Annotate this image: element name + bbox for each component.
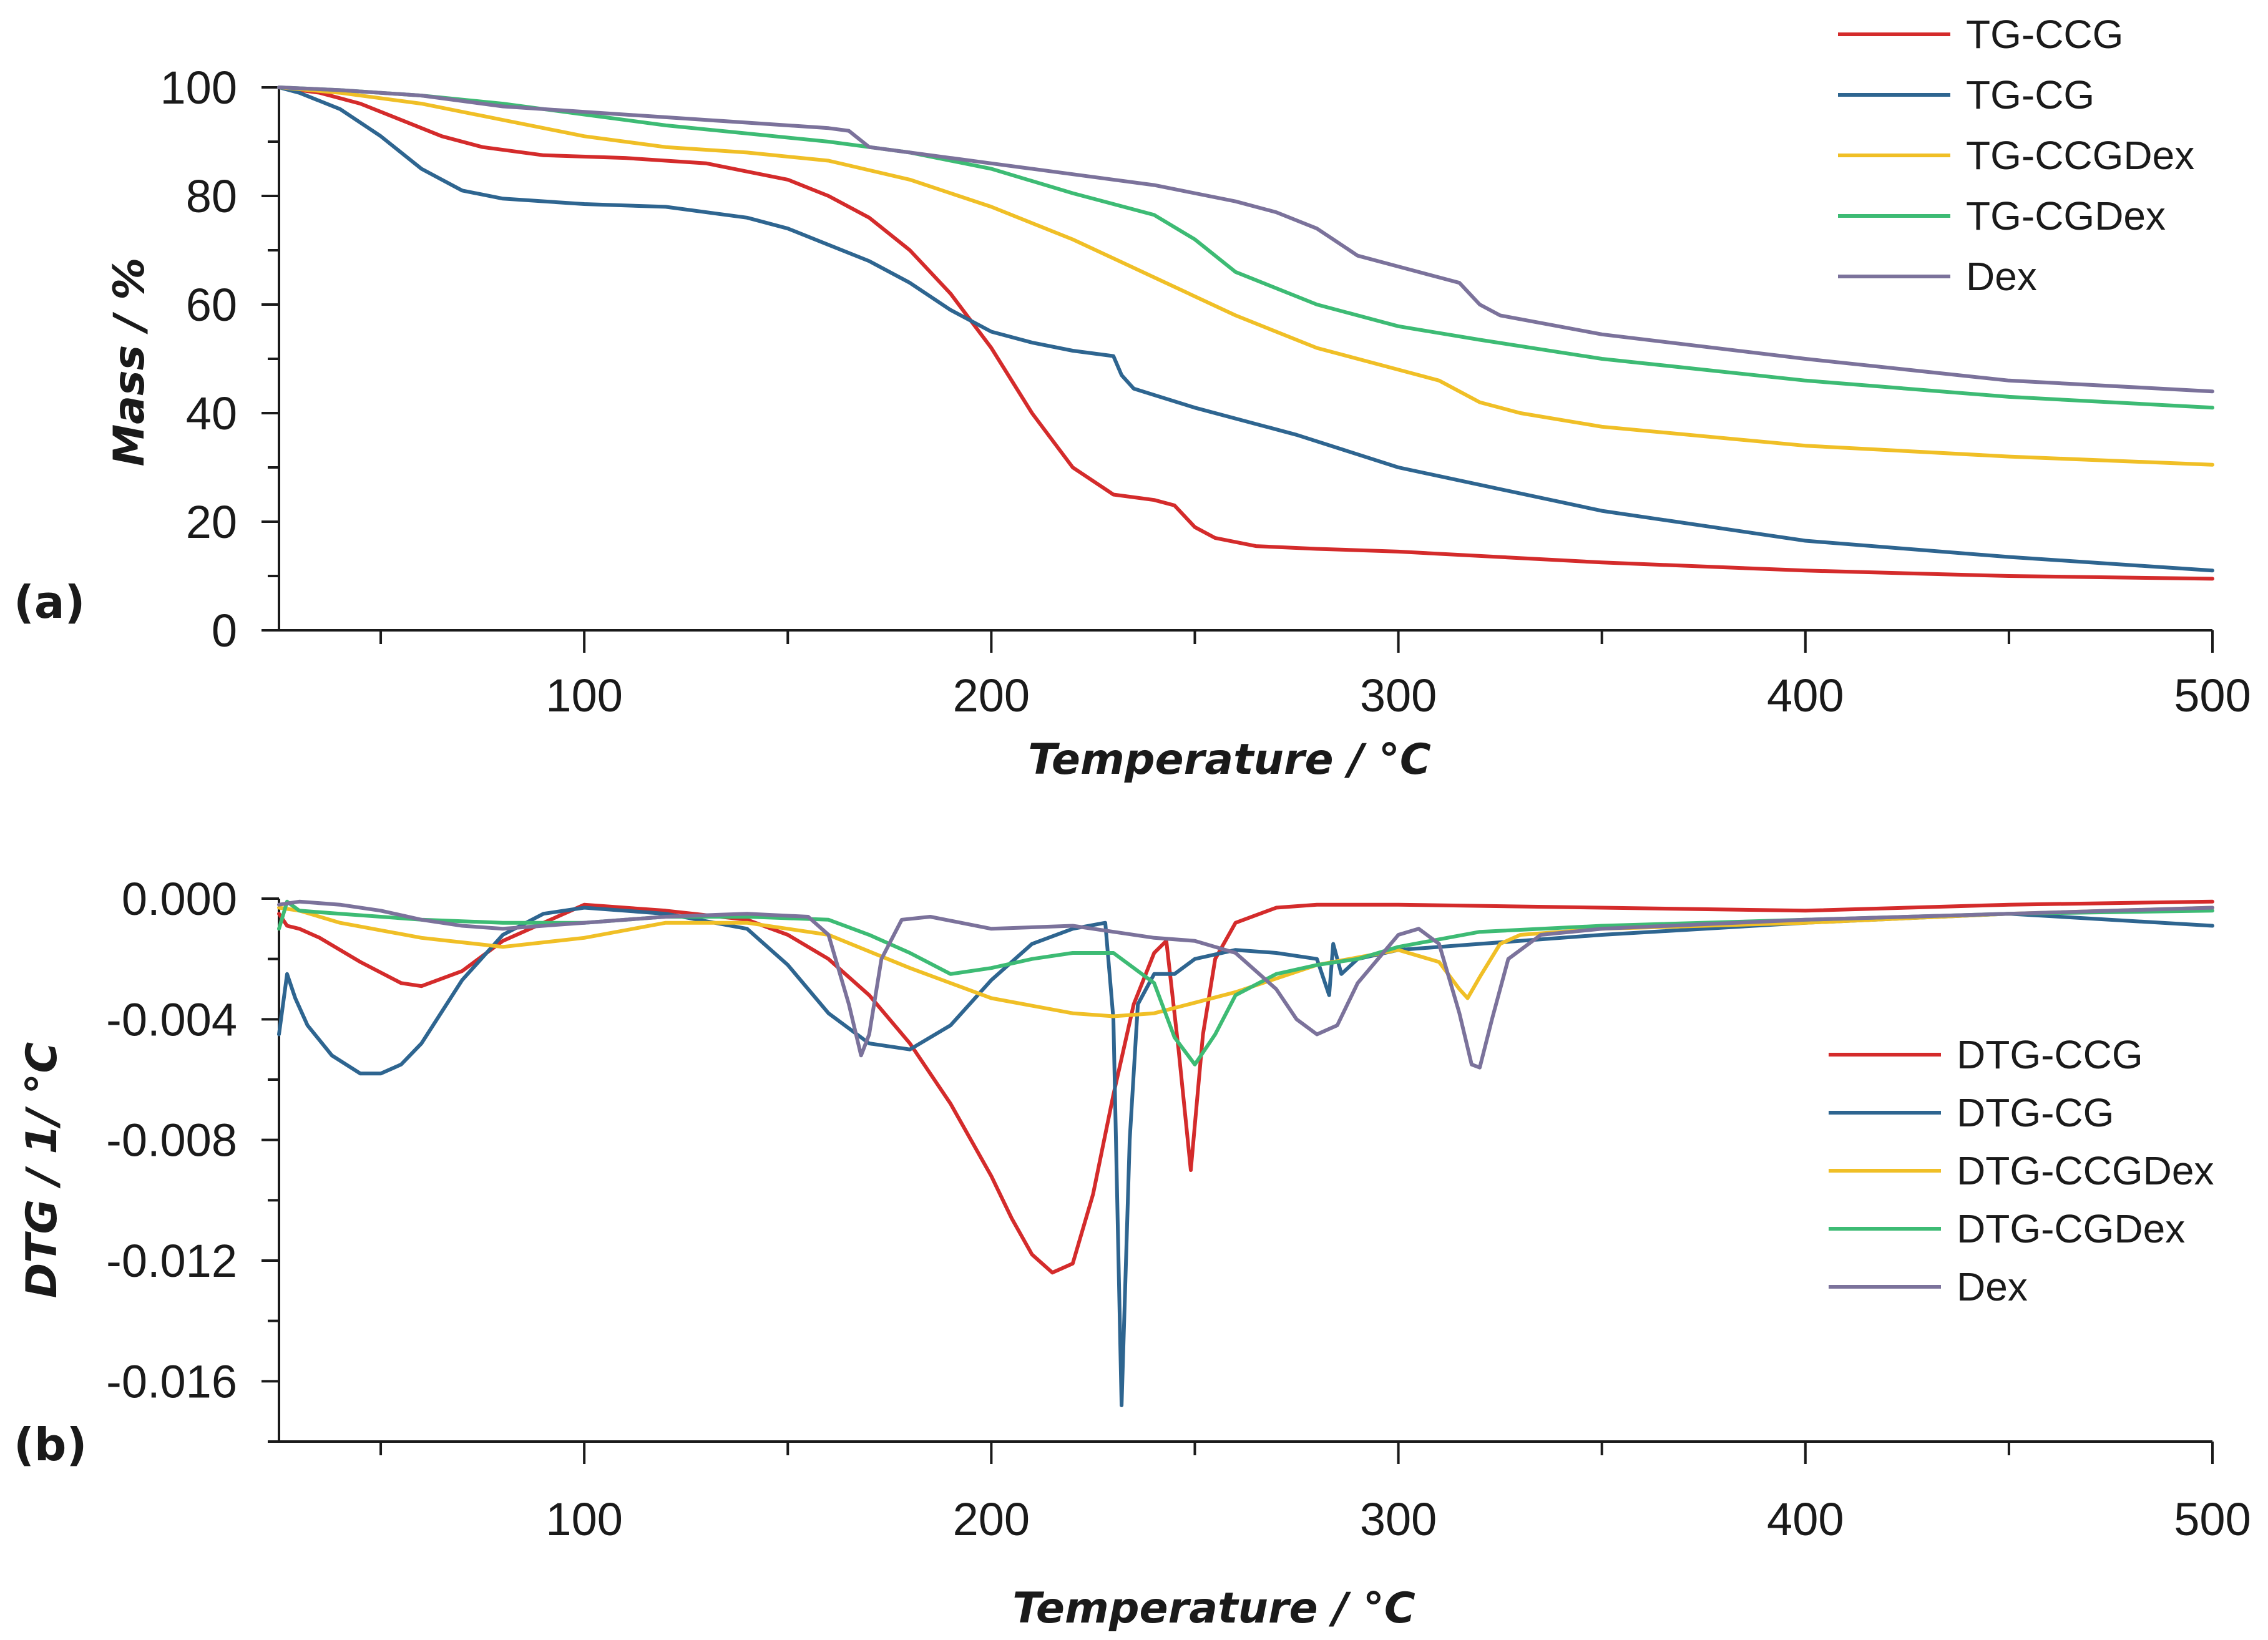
panel-b-x-axis-title: Temperature / °C <box>1012 1584 1415 1633</box>
panel-b-series <box>277 899 2214 1407</box>
y-tick-label: -0.012 <box>106 1235 237 1287</box>
y-tick-label: 40 <box>186 388 237 439</box>
panel-b-x-tick-labels: 100 200 300 400 500 <box>545 1493 2251 1545</box>
series-line-tg-cg <box>277 85 2214 573</box>
series-line-dtg-ccgdex <box>277 905 2214 1018</box>
legend-label-dtg-ccg: DTG-CCG <box>1957 1032 2143 1077</box>
series-line-dtg-cg <box>277 905 2214 1407</box>
panel-b-y-axis-title: DTG / 1/ °C <box>17 1042 67 1299</box>
legend-label-dex: Dex <box>1966 254 2037 299</box>
y-tick-label: -0.008 <box>106 1115 237 1166</box>
panel-a-x-axis-title: Temperature / °C <box>1028 735 1431 784</box>
x-tick-label: 400 <box>1767 1493 1844 1545</box>
x-tick-label: 500 <box>2174 1493 2251 1545</box>
panel-a-y-axis-title: Mass / % <box>105 258 154 467</box>
y-tick-label: 20 <box>186 496 237 548</box>
y-tick-label: 0 <box>212 605 237 656</box>
panel-a-y-tick-labels: 0 20 40 60 80 100 <box>160 62 237 656</box>
x-tick-label: 300 <box>1360 1493 1437 1545</box>
series-line-tg-cgdex <box>277 85 2214 410</box>
panel-b-label: (b) <box>14 1418 87 1471</box>
panel-a-series <box>277 85 2214 581</box>
series-line-tg-ccg <box>277 85 2214 581</box>
panel-a-ticks <box>262 86 2214 653</box>
y-tick-label: 60 <box>186 279 237 331</box>
series-line-tg-ccgdex <box>277 85 2214 467</box>
y-tick-label: 80 <box>186 170 237 222</box>
panel-a-tg-chart: 100 200 300 400 500 0 20 40 60 80 100 Temperature… <box>14 12 2251 784</box>
panel-b-ticks <box>262 897 2214 1464</box>
x-tick-label: 200 <box>953 1493 1030 1545</box>
legend-label-dtg-ccgdex: DTG-CCGDex <box>1957 1148 2214 1193</box>
legend-label-dex: Dex <box>1957 1264 2028 1309</box>
legend-label-dtg-cg: DTG-CG <box>1957 1090 2114 1135</box>
x-tick-label: 200 <box>953 670 1030 721</box>
series-line-dtg-ccg <box>277 899 2214 1275</box>
y-tick-label: 100 <box>160 62 237 114</box>
panel-b-y-tick-labels: 0.000 -0.004 -0.008 -0.012 -0.016 <box>106 873 237 1407</box>
x-tick-label: 100 <box>545 670 622 721</box>
x-tick-label: 500 <box>2174 670 2251 721</box>
legend-label-tg-ccg: TG-CCG <box>1966 12 2123 57</box>
legend-label-tg-cgdex: TG-CGDex <box>1966 193 2166 238</box>
y-tick-label: -0.016 <box>106 1355 237 1407</box>
y-tick-label: 0.000 <box>122 873 237 925</box>
panel-a-x-tick-labels: 100 200 300 400 500 <box>545 670 2251 721</box>
series-line-dtg-cgdex <box>277 899 2214 1066</box>
panel-b-legend: DTG-CCG DTG-CG DTG-CCGDex DTG-CGDex Dex <box>1829 1032 2214 1309</box>
x-tick-label: 100 <box>545 1493 622 1545</box>
panel-a-legend: TG-CCG TG-CG TG-CCGDex TG-CGDex Dex <box>1838 12 2194 299</box>
panel-a-label: (a) <box>14 576 85 628</box>
x-tick-label: 300 <box>1360 670 1437 721</box>
legend-label-dtg-cgdex: DTG-CGDex <box>1957 1206 2185 1251</box>
series-line-dex <box>277 85 2214 394</box>
panel-b-dtg-chart: 100 200 300 400 500 0.000 -0.004 -0.008 -0.012 -… <box>14 873 2251 1633</box>
legend-label-tg-cg: TG-CG <box>1966 72 2094 117</box>
legend-label-tg-ccgdex: TG-CCGDex <box>1966 133 2194 178</box>
series-line-dex <box>277 899 2214 1070</box>
y-tick-label: -0.004 <box>106 993 237 1045</box>
x-tick-label: 400 <box>1767 670 1844 721</box>
